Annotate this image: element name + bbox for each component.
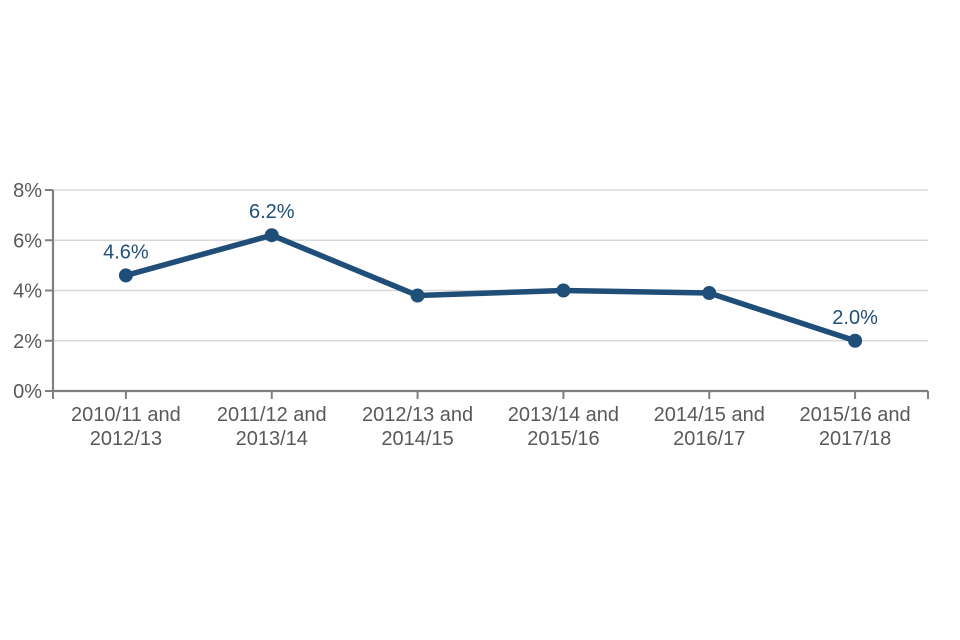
data-point-label: 6.2% xyxy=(249,201,295,223)
x-tick-label: 2015/16 and 2017/18 xyxy=(799,404,910,450)
x-tick-label: 2011/12 and 2013/14 xyxy=(217,404,327,450)
data-point-label: 4.6% xyxy=(103,241,149,263)
y-tick-label: 0% xyxy=(13,381,42,403)
x-tick-label: 2013/14 and 2015/16 xyxy=(508,404,619,450)
data-point-marker xyxy=(556,283,571,298)
data-point-marker xyxy=(702,286,717,301)
x-tick-label: 2010/11 and 2012/13 xyxy=(71,404,181,450)
data-point-marker xyxy=(410,288,425,303)
y-tick-label: 6% xyxy=(13,230,42,252)
y-tick-label: 4% xyxy=(13,281,42,303)
data-point-label: 2.0% xyxy=(832,307,878,329)
data-point-marker xyxy=(118,268,133,283)
x-tick-label: 2012/13 and 2014/15 xyxy=(362,404,473,450)
x-tick-label: 2014/15 and 2016/17 xyxy=(654,404,765,450)
data-point-marker xyxy=(264,228,279,243)
series-line xyxy=(123,232,858,344)
y-tick-label: 8% xyxy=(13,180,42,202)
y-tick-label: 2% xyxy=(13,331,42,353)
data-point-marker xyxy=(848,333,863,348)
